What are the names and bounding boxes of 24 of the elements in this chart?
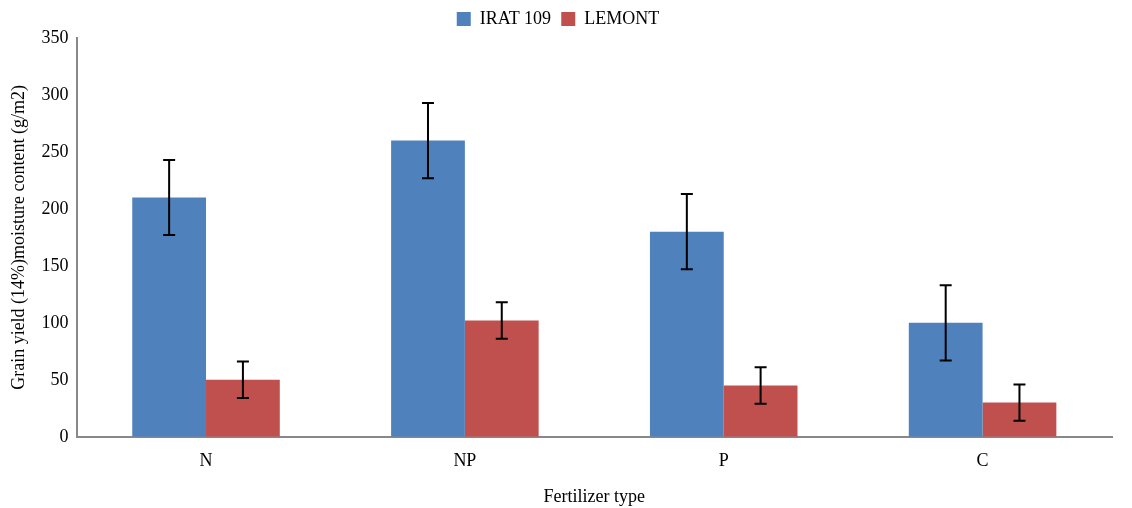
- y-tick-label: 0: [59, 425, 69, 446]
- bar: [649, 231, 724, 437]
- y-tick-label: 200: [41, 197, 69, 218]
- y-tick-label: 150: [41, 254, 69, 275]
- y-tick-label: 100: [41, 311, 69, 332]
- bar: [132, 197, 207, 437]
- bar: [391, 140, 465, 437]
- bar: [206, 379, 280, 437]
- x-tick-label: N: [199, 450, 213, 471]
- x-tick-label: NP: [453, 450, 477, 471]
- y-tick-label: 350: [41, 26, 69, 47]
- x-tick-label: P: [718, 450, 729, 471]
- x-tick-label: C: [976, 450, 989, 471]
- y-tick-label: 300: [41, 83, 69, 104]
- bar: [723, 385, 798, 437]
- bar: [982, 402, 1057, 437]
- y-tick-label: 250: [41, 140, 69, 161]
- bar: [464, 320, 539, 437]
- legend-label: IRAT 109: [479, 7, 551, 28]
- y-axis-title: Grain yield (14%)moisture content (g/m2): [7, 84, 29, 390]
- legend-label: LEMONT: [584, 7, 660, 28]
- bar: [908, 322, 983, 437]
- x-axis-title: Fertilizer type: [543, 485, 646, 506]
- y-tick-label: 50: [50, 368, 69, 389]
